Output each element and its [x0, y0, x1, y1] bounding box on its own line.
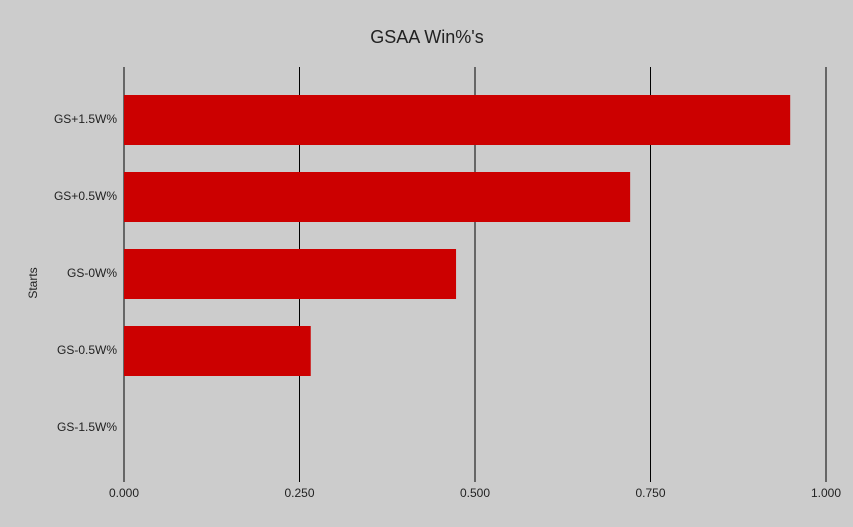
bar	[124, 326, 311, 376]
chart-title: GSAA Win%'s	[370, 27, 483, 47]
bar	[124, 95, 791, 145]
y-tick-label: GS-0.5W%	[57, 343, 117, 357]
bar	[124, 172, 631, 222]
y-axis-title: Starts	[26, 267, 40, 298]
y-tick-label: GS-1.5W%	[57, 420, 117, 434]
bar	[124, 249, 457, 299]
x-tick-label: 0.750	[635, 486, 665, 500]
x-tick-label: 0.000	[109, 486, 139, 500]
y-tick-label: GS+0.5W%	[54, 189, 117, 203]
x-tick-label: 1.000	[811, 486, 841, 500]
y-tick-label: GS+1.5W%	[54, 112, 117, 126]
y-tick-label: GS-0W%	[67, 266, 117, 280]
x-tick-label: 0.500	[460, 486, 490, 500]
x-tick-label: 0.250	[284, 486, 314, 500]
